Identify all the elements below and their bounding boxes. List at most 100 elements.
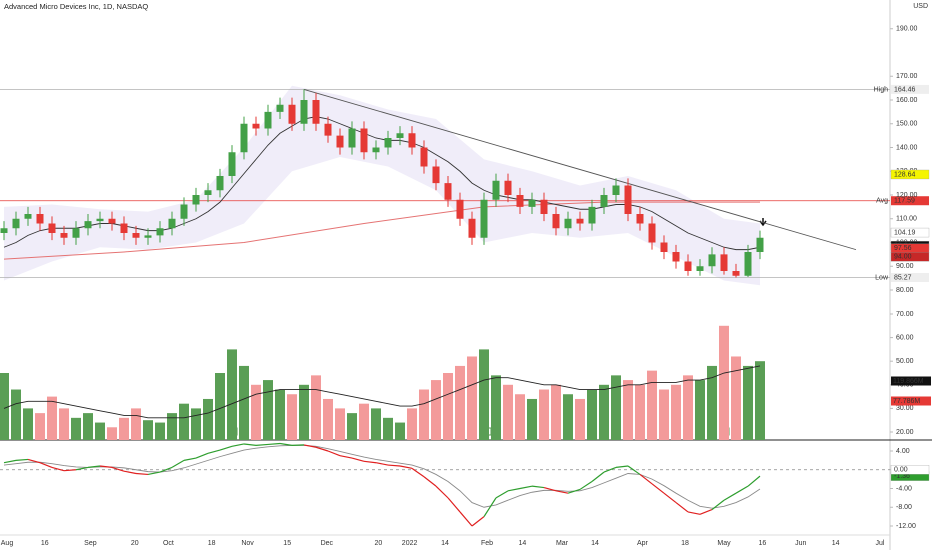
y-tick-label: 160.00 [896,97,918,104]
candle-body [492,180,500,200]
macd-segment [399,465,413,469]
macd-segment [267,442,281,446]
y-tick-label: 110.00 [896,216,917,223]
volume-bar [0,373,9,440]
volume-bar [131,408,141,440]
volume-bar [659,389,669,440]
candle-body [108,218,116,224]
macd-segment [747,475,761,487]
candle-body [624,185,632,214]
candle-body [756,237,764,252]
price-tag [890,252,930,262]
macd-segment [663,492,677,504]
volume-bar [143,420,153,440]
volume-bar [323,398,333,440]
volume-bar [431,380,441,440]
volume-bar [83,413,93,440]
candle-body [60,233,68,238]
volume-bar [311,375,321,440]
candle-body [732,271,740,276]
candle-body [36,214,44,224]
volume-bar [23,408,33,440]
candle-body [468,218,476,238]
volume-bar [419,389,429,440]
macd-segment [507,487,521,492]
level-name: Avg [876,198,888,205]
candle-body [408,133,416,148]
macd-segment [231,443,245,447]
x-tick-label: 16 [41,540,49,547]
candle-body [540,199,548,214]
x-tick-label: Nov [241,540,254,547]
x-tick-label: May [717,540,731,547]
volume-average [3,365,761,419]
level-tag [891,84,929,94]
volume-bar [551,384,561,440]
candle-body [456,199,464,219]
bollinger-band [4,85,760,286]
y-tick-label: 150.00 [896,121,918,128]
macd-segment [615,465,629,469]
candle-body [312,100,320,124]
macd-segment [567,488,581,494]
macd-segment [639,473,653,485]
candle-body [552,214,560,229]
volume-bar [395,422,405,440]
y-tick-label: 4.00 [896,448,910,455]
candle-body [228,152,236,176]
candle-body [156,228,164,236]
candle-body [480,199,488,238]
volume-bar [527,398,537,440]
volume-bar [371,408,381,440]
x-tick-label: 15 [283,540,291,547]
volume-bar [503,384,513,440]
x-tick-label: Sep [84,540,97,547]
x-tick-label: Feb [481,540,493,547]
macd-segment [591,471,605,482]
x-tick-label: Mar [556,540,569,547]
price-tag-label: 94.00 [894,254,912,261]
candle-body [300,100,308,124]
x-tick-label: 20 [131,540,139,547]
candle-body [324,123,332,136]
macd-segment [159,466,173,473]
macd-segment [123,470,137,475]
candle-body [12,218,20,229]
macd-segment [3,459,17,464]
y-tick-label: 30.00 [896,405,914,412]
macd-segment [75,466,89,471]
y-tick-label: 60.00 [896,334,914,341]
candle-body [24,214,32,219]
volume-bar [191,408,201,440]
candle-body [564,218,572,229]
candle-body [264,111,272,129]
x-tick-label: 14 [441,540,449,547]
macd-segment [531,485,545,489]
volume-bar [275,389,285,440]
macd-segment [63,469,77,472]
candle-body [384,138,392,148]
volume-bar [239,365,249,440]
y-tick-label: 70.00 [896,311,914,318]
candle-body [180,204,188,219]
candle-body [648,223,656,243]
candle-body [372,147,380,153]
candle-body [636,214,644,224]
macd-segment [243,443,257,446]
macd-segment [51,466,65,472]
macd-segment [195,452,209,459]
price-tag-label: 104.19 [894,229,916,236]
candle-body [660,242,668,252]
candle-body [120,223,128,233]
signal-line [3,444,761,509]
macd-segment [87,465,101,469]
macd-segment [99,465,113,469]
candle-body [528,199,536,207]
y-tick-label: 140.00 [896,144,918,151]
price-tag [890,227,930,238]
volume-bar [479,349,489,440]
macd-segment [495,490,509,499]
candle-body [84,221,92,229]
